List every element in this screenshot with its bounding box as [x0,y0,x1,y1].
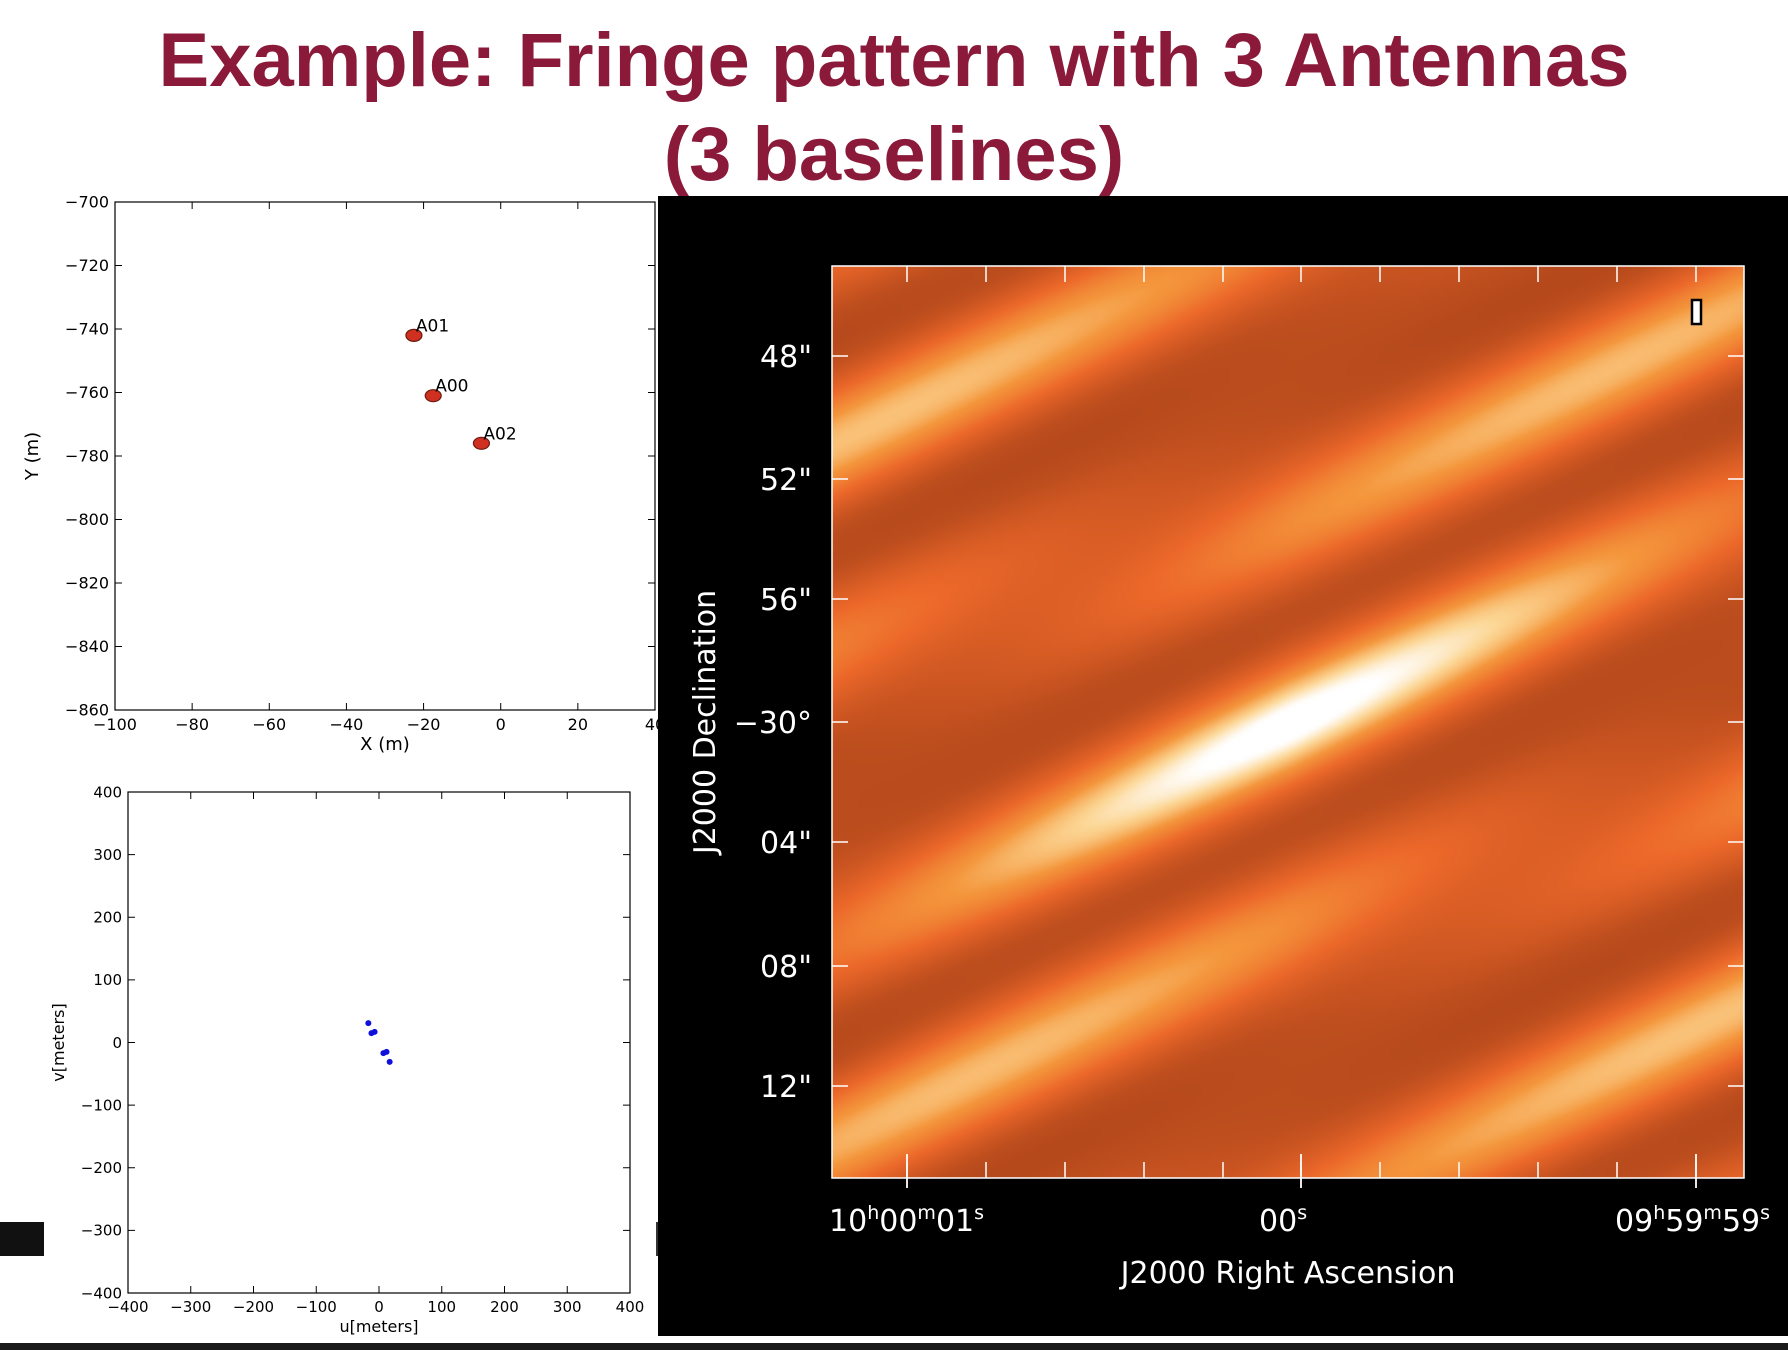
antenna-label-a02: A02 [483,424,516,444]
antenna-marker-a00 [424,389,442,403]
y-tick-label: −300 [81,1222,122,1240]
y-tick-label: −800 [65,510,109,529]
x-tick-label: −200 [233,1298,274,1316]
y-tick-label: −840 [65,637,109,656]
bottom-rule [0,1343,1788,1350]
dec-tick-label: −30° [734,706,812,741]
uv-point [383,1048,390,1055]
x-tick-label: −300 [170,1298,211,1316]
dec-tick-label: 56" [760,583,812,618]
ra-tick-label: 09h59m59s [1615,1202,1770,1239]
y-tick-label: −780 [65,447,109,466]
y-tick-label: −100 [81,1096,122,1114]
y-tick-label: −720 [65,256,109,275]
antenna-marker-a01 [405,328,423,342]
y-tick-label: 400 [93,783,122,801]
x-axis-label: u[meters] [339,1317,418,1336]
x-tick-label: −80 [175,715,209,734]
dec-axis-label: J2000 Declination [688,590,723,856]
slide-title: Example: Fringe pattern with 3 Antennas … [0,14,1788,202]
x-tick-label: 400 [616,1298,645,1316]
dec-tick-label: 04" [760,826,812,861]
dec-tick-label: 52" [760,463,812,498]
uv-point [371,1028,378,1035]
y-tick-label: −740 [65,320,109,339]
x-tick-label: −40 [330,715,364,734]
fringe-raster [832,266,1744,1178]
fringe-image-panel: 48" 52" 56" −30° 04" 08" 12" 10h00m01s 00s 09h59m… [658,196,1788,1336]
dec-tick-label: 12" [760,1070,812,1105]
y-tick-label: −860 [65,701,109,720]
uv-coverage-plot: −400 −300 −200 −100 0 100 200 300 400 −400 −300 −20… [49,783,645,1336]
y-tick-label: −820 [65,574,109,593]
uv-point [386,1058,393,1065]
antenna-marker-a02 [472,436,491,450]
y-tick-label: −700 [65,193,109,212]
y-axis-label: Y (m) [22,432,43,481]
x-tick-label: 0 [374,1298,384,1316]
x-tick-label: −60 [252,715,286,734]
y-tick-label: 100 [93,971,122,989]
antenna-label-a01: A01 [416,316,449,336]
x-tick-label: 300 [553,1298,582,1316]
fringe-pattern-image: 48" 52" 56" −30° 04" 08" 12" 10h00m01s 00s 09h59m… [688,265,1770,1291]
x-tick-label: 20 [568,715,588,734]
ra-axis-label: J2000 Right Ascension [1119,1256,1456,1291]
x-tick-label: 0 [496,715,506,734]
uv-point [365,1020,372,1027]
y-tick-label: −200 [81,1159,122,1177]
ra-tick-label: 10h00m01s [829,1202,984,1239]
y-tick-label: −760 [65,383,109,402]
dec-tick-label: 08" [760,950,812,985]
x-tick-label: −100 [296,1298,337,1316]
x-tick-label: −100 [93,715,137,734]
dec-tick-label: 48" [760,340,812,375]
x-tick-label: −20 [407,715,441,734]
y-tick-label: 200 [93,909,122,927]
y-tick-label: 300 [93,846,122,864]
antenna-position-plot: −100 −80 −60 −40 −20 0 20 40 −860 −840 −820 −800 −78… [22,193,660,755]
x-axis-label: X (m) [360,734,410,755]
x-tick-label: 200 [490,1298,519,1316]
x-tick-label: 40 [645,715,660,734]
y-axis-label: v[meters] [49,1003,68,1081]
slide-title-line-1: Example: Fringe pattern with 3 Antennas [158,18,1630,103]
x-tick-label: −400 [107,1298,148,1316]
plot-frame [114,201,656,711]
x-tick-label: 100 [427,1298,456,1316]
plot-frame [127,791,631,1294]
beam-marker [1690,298,1703,326]
y-tick-label: 0 [112,1034,122,1052]
y-tick-label: −400 [81,1284,122,1302]
slide-title-line-2: (3 baselines) [663,112,1125,197]
image-edge-artifact [0,1222,44,1256]
ra-tick-label: 00s [1259,1202,1307,1239]
antenna-label-a00: A00 [435,377,468,397]
